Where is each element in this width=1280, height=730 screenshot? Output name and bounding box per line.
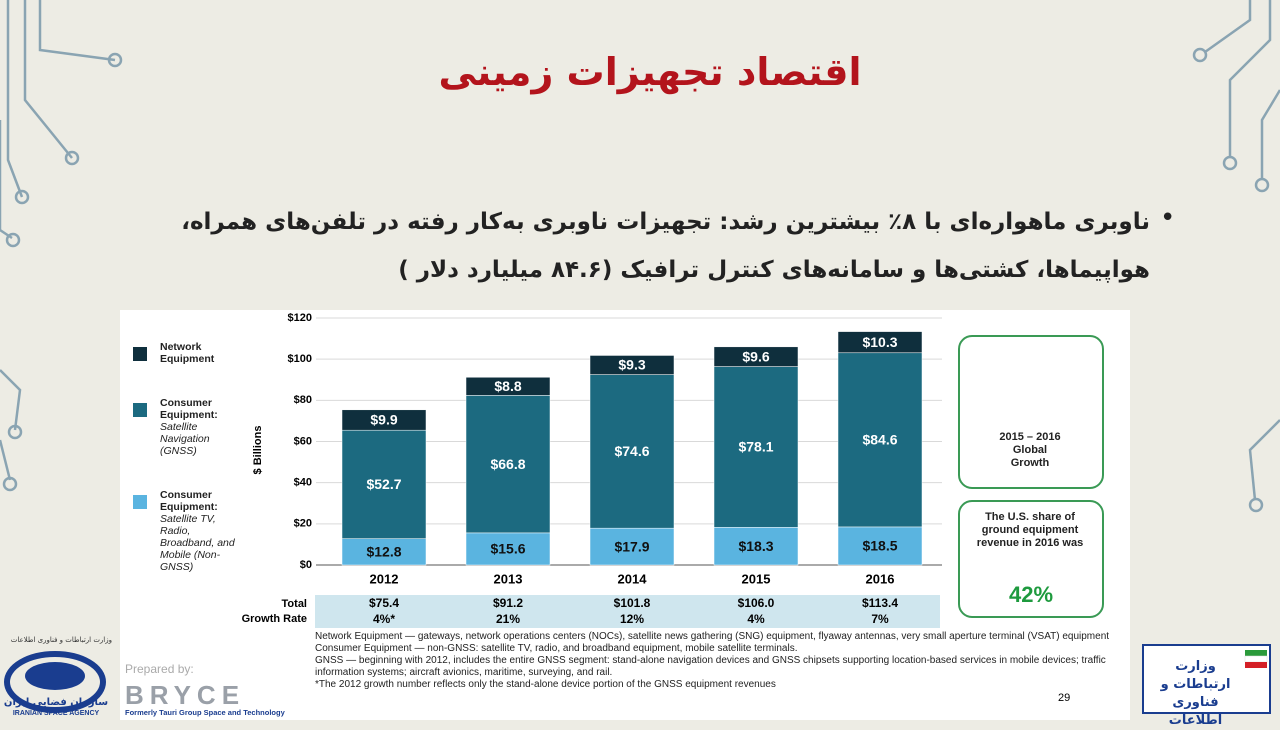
bar-segment <box>341 538 427 566</box>
value-label: $17.9 <box>614 538 649 554</box>
bar-segment <box>837 331 923 354</box>
legend-name: Consumer Equipment: <box>160 397 218 421</box>
growth-label: Growth Rate <box>242 613 307 625</box>
legend-name: Consumer Equipment: <box>160 489 218 513</box>
value-label: $66.8 <box>490 456 525 472</box>
value-label: $9.6 <box>742 348 769 364</box>
total-value: $101.8 <box>614 596 651 610</box>
y-tick-label: $40 <box>294 477 312 489</box>
y-axis-label: $ Billions <box>252 426 264 475</box>
bar-segment <box>713 527 799 566</box>
ministry-small: وزارت ارتباطات و فناوری اطلاعات <box>10 636 112 644</box>
share-callout-value: 42% <box>1008 582 1054 607</box>
growth-callout-box <box>958 335 1104 489</box>
bar-segment <box>465 377 551 396</box>
legend-entry: Consumer Equipment: Satellite Navigation … <box>160 397 240 457</box>
total-label: Total <box>282 598 307 610</box>
bullet-marker: • <box>1160 203 1176 233</box>
ministry-logo-text: وزارت ارتباطات و فناوری اطلاعات <box>1160 659 1231 728</box>
value-label: $18.5 <box>862 538 897 554</box>
bullet-text: ناوبری ماهواره‌ای با ۸٪ بیشترین رشد: تجه… <box>181 209 1150 283</box>
total-value: $106.0 <box>738 596 775 610</box>
legend-swatch <box>133 347 147 361</box>
growth-value: 4% <box>747 612 765 626</box>
company-note: Formerly Tauri Group Space and Technolog… <box>125 708 285 717</box>
slide-title: اقتصاد تجهیزات زمینی <box>438 50 862 94</box>
bar-segment <box>465 395 551 534</box>
bar-segment <box>837 526 923 566</box>
value-label: $15.6 <box>490 541 525 557</box>
share-callout-text: The U.S. share of ground equipment reven… <box>976 511 1084 549</box>
x-tick-label: 2015 <box>742 571 771 586</box>
legend-description: Satellite Navigation (GNSS) <box>160 421 210 457</box>
value-label: $9.9 <box>370 412 397 428</box>
x-tick-label: 2014 <box>618 571 648 586</box>
footnote: Network Equipment — gateways, network op… <box>315 631 1110 642</box>
y-tick-label: $100 <box>288 353 312 365</box>
page-number: 29 <box>1058 692 1070 704</box>
agency-name-en: IRANIAN SPACE AGENCY <box>12 710 100 717</box>
footnote: *The 2012 growth number reflects only th… <box>315 679 776 690</box>
growth-value: 12% <box>620 612 644 626</box>
legend-swatch <box>133 495 147 509</box>
value-label: $84.6 <box>862 432 897 448</box>
legend-description: Satellite TV, Radio, Broadband, and Mobi… <box>160 513 235 573</box>
legend-name: Network Equipment <box>160 341 215 365</box>
value-label: $8.8 <box>494 378 521 394</box>
bar-segment <box>713 346 799 367</box>
value-label: $10.3 <box>862 334 897 350</box>
value-label: $78.1 <box>738 439 773 455</box>
bar-segment <box>589 355 675 375</box>
plot: $0 $20 $40 $60 $80 $100 $120 2012 $12.8 $52.7 $9.9… <box>242 312 1044 626</box>
x-tick-label: 2013 <box>494 571 523 586</box>
total-value: $113.4 <box>862 596 898 610</box>
growth-value: 7% <box>871 612 889 626</box>
value-label: $52.7 <box>366 476 401 492</box>
prepared-by: Prepared by: <box>125 662 194 676</box>
growth-callout-text: 2015 – 2016 Global Growth <box>999 431 1061 469</box>
total-value: $91.2 <box>493 596 523 610</box>
legend-entry: Consumer Equipment: Satellite TV, Radio, … <box>160 489 240 573</box>
bar-segment <box>837 352 923 528</box>
bar-segment <box>341 429 427 539</box>
value-label: $18.3 <box>738 538 773 554</box>
value-label: $9.3 <box>618 357 645 373</box>
footnote: Consumer Equipment — non-GNSS: satellite… <box>315 643 798 654</box>
y-tick-label: $60 <box>294 435 312 447</box>
bar-segment <box>589 374 675 529</box>
table-background <box>315 595 940 628</box>
value-label: $74.6 <box>614 443 649 459</box>
footnotes: Network Equipment — gateways, network op… <box>315 631 1120 691</box>
legend-swatch <box>133 403 147 417</box>
growth-value: 4%* <box>373 612 395 626</box>
y-tick-label: $0 <box>300 559 312 571</box>
y-tick-label: $120 <box>288 312 312 324</box>
bar-segment <box>465 532 551 566</box>
y-tick-label: $20 <box>294 518 312 530</box>
x-tick-label: 2016 <box>866 571 895 586</box>
footnote: GNSS — beginning with 2012, includes the… <box>315 655 1106 678</box>
x-tick-label: 2012 <box>370 571 399 586</box>
share-callout-box <box>958 500 1104 618</box>
agency-name-fa: سازمان فضایی ایران <box>3 697 109 708</box>
company-name: BRYCE <box>125 680 246 710</box>
circuit-decoration <box>0 0 1280 513</box>
y-tick-label: $80 <box>294 394 312 406</box>
bar-segment <box>589 527 675 566</box>
growth-value: 21% <box>496 612 520 626</box>
legend-entry: Network Equipment <box>160 341 240 365</box>
value-label: $12.8 <box>366 544 401 560</box>
total-value: $75.4 <box>369 596 399 610</box>
bar-segment <box>713 366 799 528</box>
bar-segment <box>341 409 427 431</box>
